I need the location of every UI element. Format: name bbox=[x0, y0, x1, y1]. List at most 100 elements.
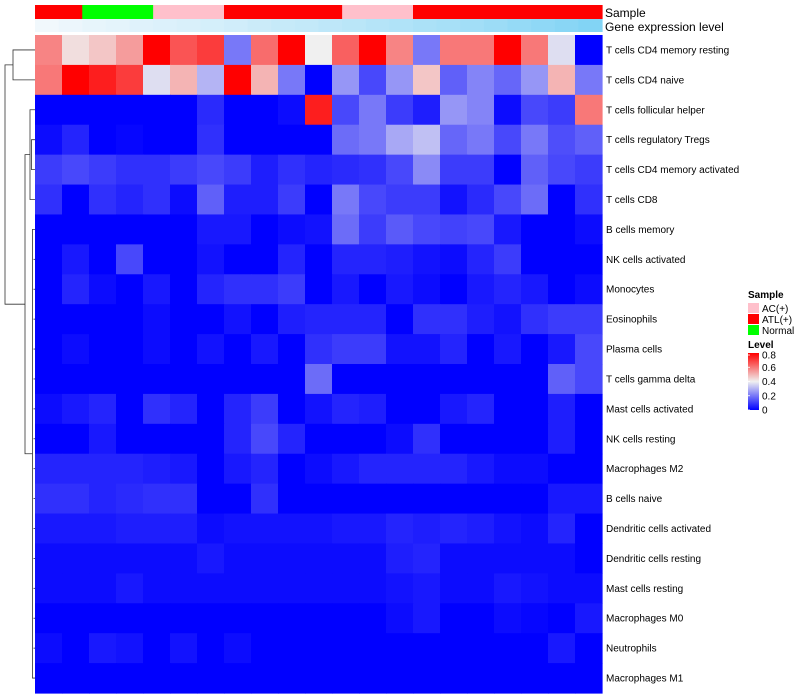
heatmap-cell bbox=[467, 483, 495, 515]
heatmap-cell bbox=[305, 663, 333, 694]
heatmap-cell bbox=[35, 364, 63, 395]
expression-annotation-cell bbox=[58, 19, 83, 32]
heatmap-cell bbox=[413, 334, 441, 365]
heatmap-cell bbox=[494, 603, 522, 634]
heatmap-cell bbox=[548, 214, 576, 245]
row-label: B cells naive bbox=[606, 494, 663, 505]
heatmap-cell bbox=[224, 154, 252, 186]
heatmap-cell bbox=[359, 513, 387, 545]
heatmap-cell bbox=[197, 633, 225, 664]
heatmap-cell bbox=[548, 603, 576, 634]
heatmap-cell bbox=[305, 94, 333, 126]
heatmap-cell bbox=[332, 423, 360, 455]
heatmap-cell bbox=[251, 393, 279, 425]
heatmap-cell bbox=[89, 214, 117, 245]
heatmap-cell bbox=[251, 244, 279, 275]
heatmap-cell bbox=[359, 154, 387, 186]
heatmap-cell bbox=[359, 35, 387, 66]
heatmap-cell bbox=[386, 364, 414, 395]
sample-annotation-cell bbox=[460, 5, 485, 19]
legend-swatch-atl bbox=[748, 314, 759, 324]
heatmap-cell bbox=[386, 423, 414, 455]
sample-annotation-cell bbox=[318, 5, 343, 19]
heatmap-cell bbox=[386, 214, 414, 245]
heatmap-cell bbox=[332, 304, 360, 335]
heatmap-cell bbox=[548, 35, 576, 66]
heatmap-cell bbox=[440, 274, 468, 305]
expression-annotation-cell bbox=[224, 19, 249, 32]
heatmap-cell bbox=[116, 483, 144, 515]
heatmap-cell bbox=[332, 334, 360, 365]
sample-annotation-cell bbox=[35, 5, 60, 19]
heatmap-cell bbox=[575, 35, 603, 66]
heatmap-cell bbox=[62, 423, 90, 455]
expression-annotation-cell bbox=[531, 19, 556, 32]
sample-annotation-cell bbox=[507, 5, 532, 19]
heatmap-cell bbox=[575, 543, 603, 574]
heatmap-cell bbox=[197, 483, 225, 515]
sample-annotation-cell bbox=[578, 5, 603, 19]
heatmap-cell bbox=[62, 393, 90, 425]
sample-legend-entries: AC(+)ATL(+)Normal bbox=[748, 303, 794, 337]
heatmap-cell bbox=[143, 603, 171, 634]
heatmap-cell bbox=[440, 543, 468, 574]
heatmap-cell bbox=[494, 124, 522, 156]
heatmap-cell bbox=[440, 663, 468, 694]
sample-annotation-cell bbox=[365, 5, 390, 19]
heatmap-cell bbox=[440, 304, 468, 335]
heatmap-cell bbox=[575, 364, 603, 395]
heatmap-cell bbox=[278, 244, 306, 275]
heatmap-cell bbox=[413, 364, 441, 395]
heatmap-cell bbox=[386, 483, 414, 515]
heatmap-cell bbox=[494, 633, 522, 664]
heatmap-cell bbox=[116, 184, 144, 216]
heatmap-cell bbox=[35, 154, 63, 186]
heatmap-cell bbox=[332, 154, 360, 186]
heatmap-cell bbox=[575, 573, 603, 604]
heatmap-cell bbox=[575, 124, 603, 156]
row-label: B cells memory bbox=[606, 225, 674, 236]
heatmap-cell bbox=[467, 184, 495, 216]
heatmap-cell bbox=[386, 244, 414, 275]
heatmap-cell bbox=[278, 633, 306, 664]
heatmap-cell bbox=[521, 423, 549, 455]
heatmap-cell bbox=[278, 214, 306, 245]
heatmap-cell bbox=[116, 214, 144, 245]
heatmap-cell bbox=[440, 513, 468, 545]
heatmap-cell bbox=[359, 94, 387, 126]
heatmap-cell bbox=[116, 334, 144, 365]
heatmap-cell bbox=[197, 603, 225, 634]
heatmap-cell bbox=[170, 633, 198, 664]
row-label: T cells CD8 bbox=[606, 195, 658, 206]
heatmap-cell bbox=[548, 393, 576, 425]
row-label: Mast cells activated bbox=[606, 404, 693, 415]
heatmap-cell bbox=[143, 483, 171, 515]
heatmap-cell bbox=[413, 214, 441, 245]
expression-annotation-cell bbox=[342, 19, 367, 32]
heatmap-cell bbox=[575, 304, 603, 335]
level-colorbar-gradient bbox=[748, 353, 759, 410]
heatmap-cell bbox=[224, 334, 252, 365]
heatmap-cell bbox=[35, 453, 63, 485]
heatmap-cell bbox=[251, 603, 279, 634]
sample-annotation-cell bbox=[554, 5, 579, 19]
heatmap-cell bbox=[494, 364, 522, 395]
heatmap-cell bbox=[143, 244, 171, 275]
heatmap-cell bbox=[413, 274, 441, 305]
heatmap-cell bbox=[359, 573, 387, 604]
row-labels: T cells CD4 memory resting T cells CD4 na… bbox=[606, 46, 739, 685]
heatmap-cell bbox=[494, 154, 522, 186]
heatmap-cell bbox=[548, 423, 576, 455]
heatmap-cell bbox=[494, 184, 522, 216]
heatmap-cell bbox=[332, 64, 360, 96]
heatmap-cell bbox=[278, 364, 306, 395]
heatmap-cell bbox=[170, 35, 198, 66]
heatmap-cell bbox=[386, 184, 414, 216]
heatmap-cell bbox=[35, 35, 63, 66]
heatmap-cell bbox=[170, 64, 198, 96]
row-label: Macrophages M2 bbox=[606, 464, 684, 475]
legend-swatch-normal bbox=[748, 325, 759, 335]
heatmap-cell bbox=[467, 35, 495, 66]
heatmap-cell bbox=[440, 154, 468, 186]
heatmap-cell bbox=[143, 543, 171, 574]
